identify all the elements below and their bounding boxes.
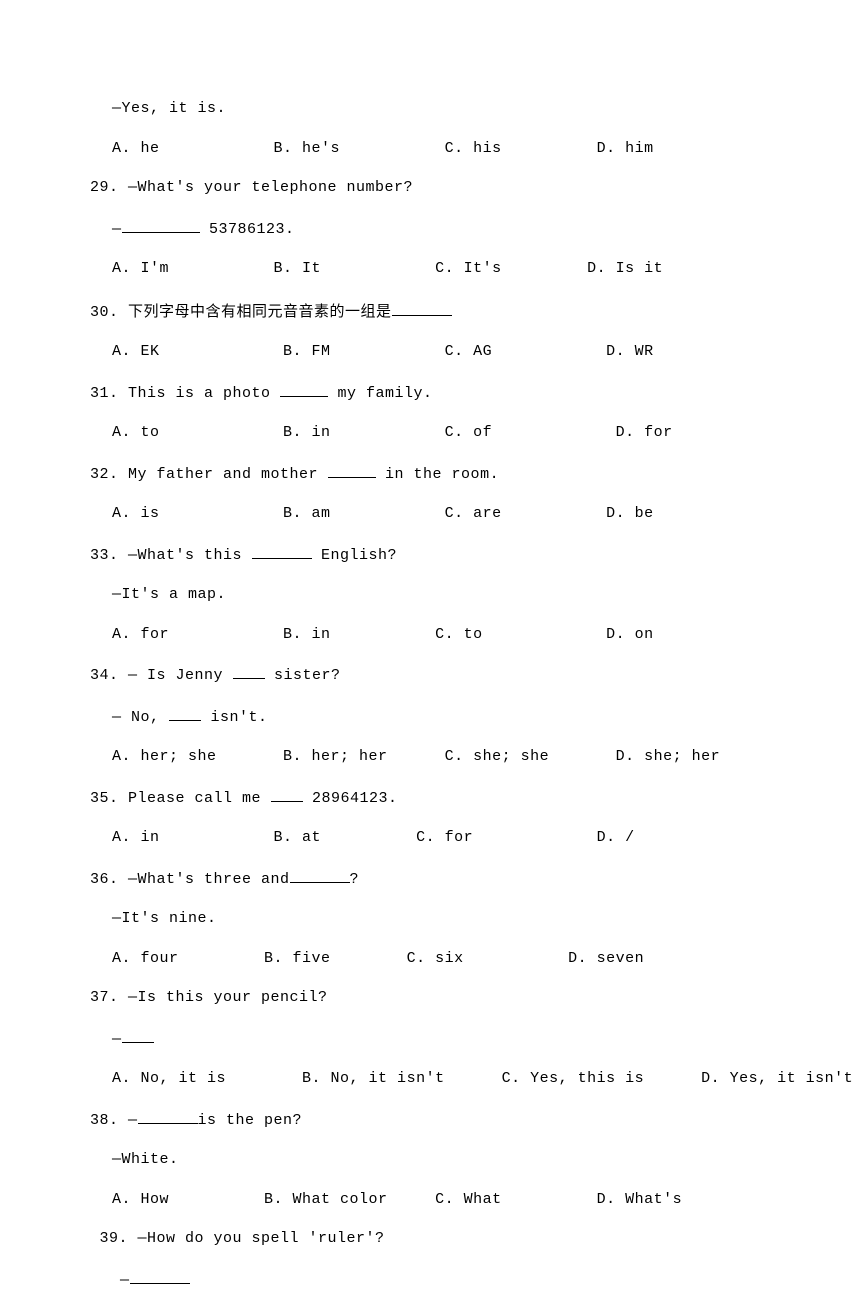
question-32: 32. My father and mother in the room.	[90, 464, 770, 483]
opt-a: A. four	[112, 950, 179, 967]
opt-a: A. No, it is	[112, 1070, 226, 1087]
blank	[169, 707, 201, 721]
question-34-answer: — No, isn't.	[90, 707, 770, 726]
blank	[271, 788, 303, 802]
question-39: 39. —How do you spell 'ruler'?	[90, 1230, 770, 1247]
opt-d: D. be	[606, 505, 654, 522]
opt-b: B. her; her	[283, 748, 388, 765]
blank	[130, 1270, 190, 1284]
question-36: 36. —What's three and?	[90, 869, 770, 888]
question-37: 37. —Is this your pencil?	[90, 989, 770, 1006]
blank	[138, 1110, 198, 1124]
opt-a: A. he	[112, 140, 160, 157]
opt-c: C. Yes, this is	[502, 1070, 645, 1087]
opt-b: B. No, it isn't	[302, 1070, 445, 1087]
options-34: A. her; she B. her; her C. she; she D. s…	[90, 748, 770, 765]
opt-a: A. to	[112, 424, 160, 441]
opt-b: B. What color	[264, 1191, 388, 1208]
opt-d: D. WR	[606, 343, 654, 360]
opt-d: D. /	[597, 829, 635, 846]
opt-b: B. It	[274, 260, 322, 277]
opt-a: A. her; she	[112, 748, 217, 765]
blank	[328, 464, 376, 478]
opt-c: C. of	[445, 424, 493, 441]
opt-a: A. I'm	[112, 260, 169, 277]
question-29-answer: — 53786123.	[90, 219, 770, 238]
opt-d: D. him	[597, 140, 654, 157]
opt-d: D. Is it	[587, 260, 663, 277]
opt-b: B. at	[274, 829, 322, 846]
opt-d: D. on	[606, 626, 654, 643]
response-line: —Yes, it is.	[90, 100, 770, 117]
opt-c: C. six	[407, 950, 464, 967]
question-30: 30. 下列字母中含有相同元音音素的一组是	[90, 300, 770, 321]
opt-d: D. seven	[568, 950, 644, 967]
question-34: 34. — Is Jenny sister?	[90, 665, 770, 684]
blank	[122, 219, 200, 233]
options-37: A. No, it is B. No, it isn't C. Yes, thi…	[90, 1070, 770, 1087]
opt-b: B. FM	[283, 343, 331, 360]
opt-a: A. is	[112, 505, 160, 522]
opt-c: C. AG	[445, 343, 493, 360]
opt-a: A. How	[112, 1191, 169, 1208]
opt-c: C. his	[445, 140, 502, 157]
options-31: A. to B. in C. of D. for	[90, 424, 770, 441]
opt-c: C. are	[445, 505, 502, 522]
opt-b: B. in	[283, 626, 331, 643]
blank	[252, 545, 312, 559]
question-35: 35. Please call me 28964123.	[90, 788, 770, 807]
opt-c: C. What	[435, 1191, 502, 1208]
options-32: A. is B. am C. are D. be	[90, 505, 770, 522]
opt-c: C. for	[416, 829, 473, 846]
options-35: A. in B. at C. for D. /	[90, 829, 770, 846]
question-38-answer: —White.	[90, 1151, 770, 1168]
question-31: 31. This is a photo my family.	[90, 383, 770, 402]
blank	[280, 383, 328, 397]
options-28: A. he B. he's C. his D. him	[90, 140, 770, 157]
blank	[290, 869, 350, 883]
question-38: 38. —is the pen?	[90, 1110, 770, 1129]
opt-a: A. for	[112, 626, 169, 643]
opt-d: D. What's	[597, 1191, 683, 1208]
opt-c: C. It's	[435, 260, 502, 277]
blank	[233, 665, 265, 679]
opt-a: A. EK	[112, 343, 160, 360]
blank	[122, 1029, 154, 1043]
opt-c: C. she; she	[445, 748, 550, 765]
opt-b: B. in	[283, 424, 331, 441]
opt-b: B. he's	[274, 140, 341, 157]
options-29: A. I'm B. It C. It's D. Is it	[90, 260, 770, 277]
blank	[392, 302, 452, 316]
question-29: 29. —What's your telephone number?	[90, 179, 770, 196]
question-37-answer: —	[90, 1029, 770, 1048]
opt-b: B. am	[283, 505, 331, 522]
options-30: A. EK B. FM C. AG D. WR	[90, 343, 770, 360]
options-33: A. for B. in C. to D. on	[90, 626, 770, 643]
opt-c: C. to	[435, 626, 483, 643]
question-36-answer: —It's nine.	[90, 910, 770, 927]
opt-d: D. for	[616, 424, 673, 441]
opt-d: D. Yes, it isn't	[701, 1070, 853, 1087]
opt-a: A. in	[112, 829, 160, 846]
options-38: A. How B. What color C. What D. What's	[90, 1191, 770, 1208]
opt-d: D. she; her	[616, 748, 721, 765]
options-36: A. four B. five C. six D. seven	[90, 950, 770, 967]
question-33-answer: —It's a map.	[90, 586, 770, 603]
question-39-answer: —	[90, 1270, 770, 1289]
opt-b: B. five	[264, 950, 331, 967]
question-33: 33. —What's this English?	[90, 545, 770, 564]
